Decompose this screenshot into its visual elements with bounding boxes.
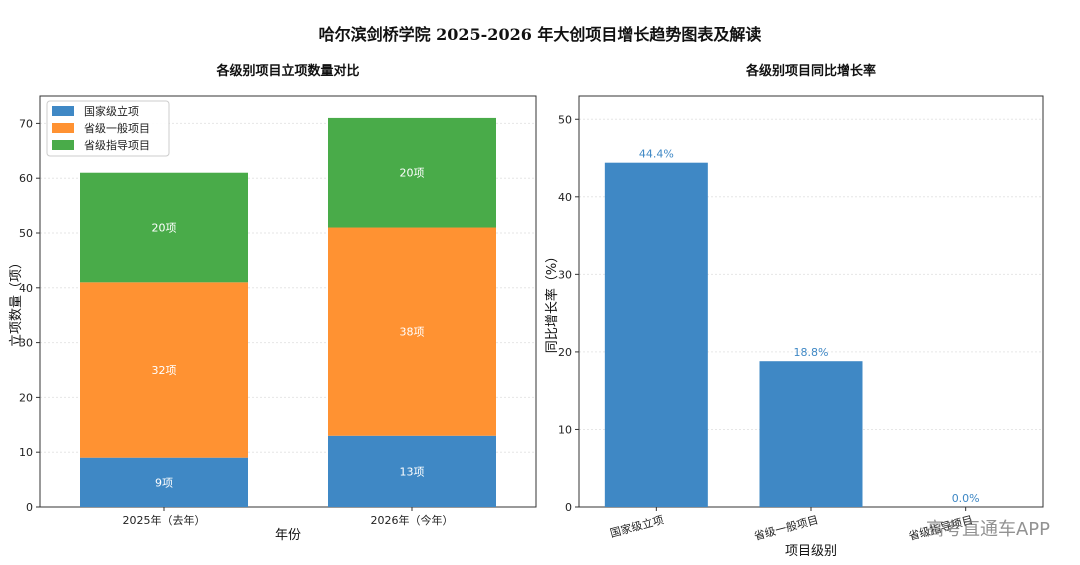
chart2-ytick-label: 30 xyxy=(558,268,572,281)
chart1-bar-segment xyxy=(328,435,496,507)
chart1-frame xyxy=(39,95,537,508)
watermark: 高考直通车APP xyxy=(925,519,1050,540)
chart1-ytick-label: 70 xyxy=(19,117,33,130)
chart1-xlabel: 年份 xyxy=(275,528,301,543)
chart2-ytick-label: 10 xyxy=(558,423,572,436)
chart2-ytick-label: 50 xyxy=(558,113,572,126)
chart1-xtick-label: 2025年（去年） xyxy=(123,513,206,527)
chart1-bar-segment xyxy=(328,227,496,436)
chart1-legend-swatch xyxy=(52,123,74,133)
growth-rate-bar-chart: 各级别项目同比增长率 0 10 20 30 40 50 44.4% 国家级立项 18.8% 省级一般… xyxy=(544,63,1044,559)
stacked-bar-chart: 各级别项目立项数量对比 0 10 20 30 40 50 60 70 9项 32项 20项 2025年（… xyxy=(9,63,537,543)
chart2-ytick-label: 20 xyxy=(558,346,572,359)
chart2-bar xyxy=(604,162,708,508)
chart2-value-label: 0.0% xyxy=(952,492,980,505)
chart1-legend-box xyxy=(46,100,170,157)
chart1-bar-segment xyxy=(80,282,248,458)
chart1-bar-label: 20项 xyxy=(400,167,425,180)
chart1-ytick-label: 10 xyxy=(19,446,33,459)
chart2-xtick-label: 省级一般项目 xyxy=(753,513,820,543)
chart1-ytick-label: 0 xyxy=(26,501,33,514)
chart1-bar-label: 20项 xyxy=(152,222,177,235)
chart2-value-label: 18.8% xyxy=(794,346,829,359)
chart1-ytick-label: 40 xyxy=(19,282,33,295)
chart2-bar xyxy=(759,361,863,507)
chart1-bar-label: 13项 xyxy=(400,465,425,478)
chart1-bar-label: 38项 xyxy=(400,326,425,339)
chart1-ytick-label: 30 xyxy=(19,337,33,350)
page-title: 哈尔滨剑桥学院 2025-2026 年大创项目增长趋势图表及解读 xyxy=(319,25,762,44)
chart1-bar-segment xyxy=(80,457,248,507)
chart1-legend-label: 省级指导项目 xyxy=(84,138,150,152)
chart1-ytick-label: 20 xyxy=(19,391,33,404)
chart2-xtick-label: 国家级立项 xyxy=(608,512,665,540)
chart1-bar-label: 32项 xyxy=(152,364,177,377)
chart2-ytick-label: 0 xyxy=(565,501,572,514)
chart1-bar-label: 9项 xyxy=(155,476,173,489)
chart2-value-label: 44.4% xyxy=(639,148,674,161)
chart1-ytick-label: 60 xyxy=(19,172,33,185)
chart2-xlabel: 项目级别 xyxy=(785,544,837,559)
chart2-ylabel: 同比增长率（%） xyxy=(544,250,560,353)
chart1-legend-label: 国家级立项 xyxy=(84,104,139,118)
chart2-title: 各级别项目同比增长率 xyxy=(745,63,876,79)
chart1-ylabel: 立项数量（项） xyxy=(9,256,24,347)
chart1-bar-segment xyxy=(328,117,496,228)
chart1-legend-swatch xyxy=(52,140,74,150)
chart1-title: 各级别项目立项数量对比 xyxy=(215,63,359,79)
chart1-bar-segment xyxy=(80,172,248,283)
chart1-legend-swatch xyxy=(52,106,74,116)
chart2-ytick-label: 40 xyxy=(558,191,572,204)
chart1-ytick-label: 50 xyxy=(19,227,33,240)
chart1-xtick-label: 2026年（今年） xyxy=(371,513,454,527)
chart1-legend-label: 省级一般项目 xyxy=(84,122,150,135)
